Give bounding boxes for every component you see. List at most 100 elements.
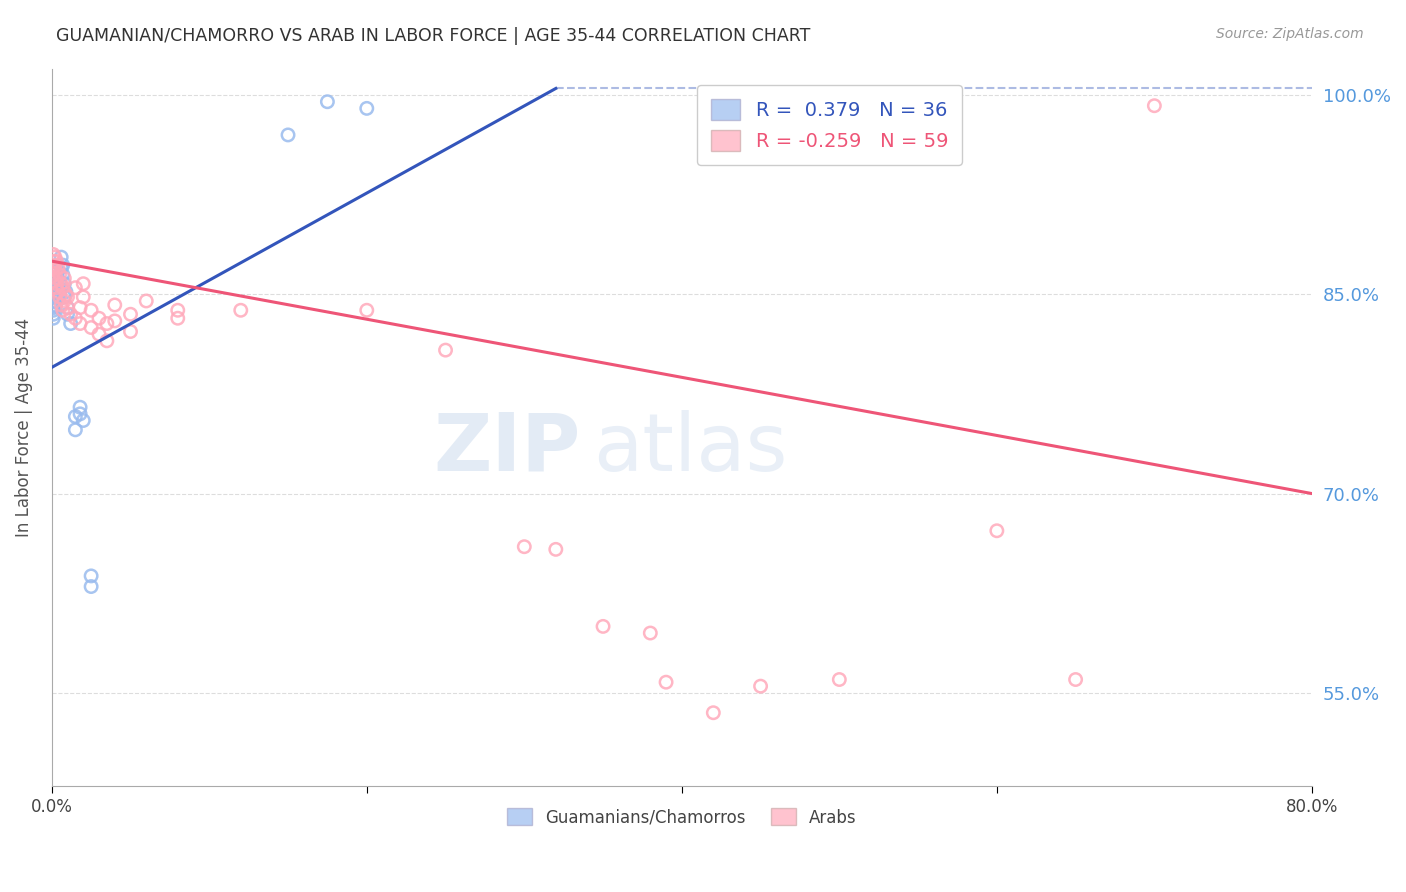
Point: [986, 524, 1008, 538]
Point: [48, 268, 70, 282]
Point: [316, 95, 339, 109]
Text: ZIP: ZIP: [434, 409, 581, 488]
Point: [96, 317, 118, 331]
Point: [80, 303, 103, 318]
Point: [44, 281, 66, 295]
Point: [52, 268, 75, 282]
Point: [166, 311, 188, 326]
Point: [135, 293, 157, 308]
Point: [69, 301, 91, 315]
Point: [45, 271, 67, 285]
Point: [56, 301, 79, 315]
Point: [69, 317, 91, 331]
Point: [65, 281, 87, 295]
Point: [42, 298, 65, 312]
Point: [640, 626, 662, 640]
Point: [44, 258, 66, 272]
Point: [45, 287, 67, 301]
Point: [42, 260, 65, 275]
Point: [229, 303, 252, 318]
Point: [52, 281, 75, 295]
Point: [44, 293, 66, 308]
Point: [46, 281, 69, 295]
Point: [48, 274, 70, 288]
Point: [72, 277, 94, 291]
Point: [80, 569, 103, 583]
Point: [51, 250, 73, 264]
Point: [702, 706, 724, 720]
Point: [544, 542, 567, 557]
Point: [42, 307, 65, 321]
Point: [45, 271, 67, 285]
Point: [46, 263, 69, 277]
Point: [166, 303, 188, 318]
Point: [42, 254, 65, 268]
Point: [53, 271, 76, 285]
Point: [44, 290, 66, 304]
Point: [104, 298, 127, 312]
Point: [44, 250, 66, 264]
Point: [120, 325, 142, 339]
Point: [46, 285, 69, 299]
Point: [42, 301, 65, 315]
Point: [52, 303, 75, 318]
Point: [42, 268, 65, 282]
Point: [53, 277, 76, 291]
Point: [65, 423, 87, 437]
Point: [44, 285, 66, 299]
Point: [53, 290, 76, 304]
Point: [749, 679, 772, 693]
Point: [52, 258, 75, 272]
Point: [356, 101, 378, 115]
Point: [72, 290, 94, 304]
Point: [53, 293, 76, 308]
Text: Source: ZipAtlas.com: Source: ZipAtlas.com: [1216, 27, 1364, 41]
Legend: Guamanians/Chamorros, Arabs: Guamanians/Chamorros, Arabs: [499, 800, 865, 835]
Point: [96, 334, 118, 348]
Point: [48, 290, 70, 304]
Point: [65, 409, 87, 424]
Point: [1064, 673, 1087, 687]
Point: [42, 247, 65, 261]
Point: [69, 407, 91, 421]
Point: [42, 311, 65, 326]
Point: [1143, 99, 1166, 113]
Point: [51, 260, 73, 275]
Point: [104, 314, 127, 328]
Point: [44, 263, 66, 277]
Point: [55, 285, 77, 299]
Point: [513, 540, 536, 554]
Point: [87, 327, 110, 342]
Point: [72, 413, 94, 427]
Text: atlas: atlas: [593, 409, 787, 488]
Point: [592, 619, 614, 633]
Point: [56, 307, 79, 321]
Point: [69, 401, 91, 415]
Point: [45, 254, 67, 268]
Point: [51, 298, 73, 312]
Point: [59, 317, 82, 331]
Point: [65, 311, 87, 326]
Point: [80, 320, 103, 334]
Point: [45, 277, 67, 291]
Point: [55, 287, 77, 301]
Point: [44, 274, 66, 288]
Y-axis label: In Labor Force | Age 35-44: In Labor Force | Age 35-44: [15, 318, 32, 537]
Point: [434, 343, 457, 358]
Point: [45, 277, 67, 291]
Point: [45, 281, 67, 295]
Point: [80, 580, 103, 594]
Point: [51, 277, 73, 291]
Point: [655, 675, 678, 690]
Point: [87, 311, 110, 326]
Point: [48, 287, 70, 301]
Point: [356, 303, 378, 318]
Point: [277, 128, 299, 142]
Text: GUAMANIAN/CHAMORRO VS ARAB IN LABOR FORCE | AGE 35-44 CORRELATION CHART: GUAMANIAN/CHAMORRO VS ARAB IN LABOR FORC…: [56, 27, 811, 45]
Point: [46, 260, 69, 275]
Point: [56, 301, 79, 315]
Point: [59, 307, 82, 321]
Point: [56, 290, 79, 304]
Point: [828, 673, 851, 687]
Point: [120, 307, 142, 321]
